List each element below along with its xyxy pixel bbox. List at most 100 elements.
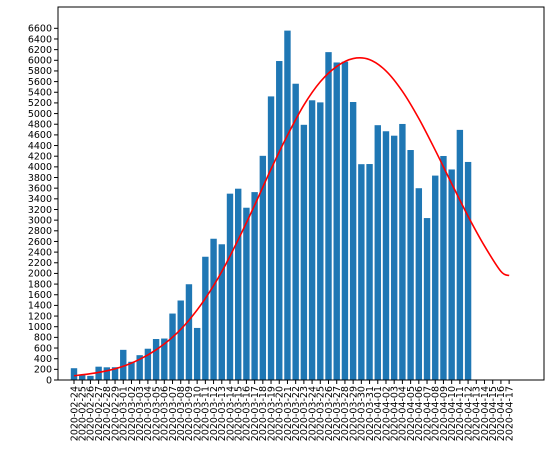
x-tick-label-2020-03-14: 2020-03-14 (225, 386, 236, 441)
y-tick-label-5600: 5600 (28, 77, 52, 88)
bar-2020-03-03 (136, 355, 143, 380)
bar-2020-03-28 (341, 61, 349, 381)
x-tick-label-2020-03-10: 2020-03-10 (192, 386, 203, 441)
x-tick-label-2020-04-10: 2020-04-10 (447, 386, 458, 441)
bar-2020-03-08 (177, 300, 184, 380)
x-tick-label-2020-03-01: 2020-03-01 (119, 386, 130, 441)
bar-2020-03-15 (235, 188, 242, 380)
x-tick-label-2020-04-06: 2020-04-06 (414, 386, 425, 441)
x-tick-label-2020-02-24: 2020-02-24 (69, 386, 80, 441)
x-tick-label-2020-02-27: 2020-02-27 (94, 386, 105, 441)
x-tick-label-2020-04-11: 2020-04-11 (455, 386, 466, 441)
y-tick-label-4800: 4800 (28, 120, 52, 131)
bar-2020-04-02 (382, 131, 390, 380)
y-tick-label-1000: 1000 (28, 322, 52, 333)
y-tick-label-5800: 5800 (28, 66, 52, 77)
bar-2020-03-13 (218, 244, 225, 380)
bar-2020-03-07 (169, 313, 176, 380)
bar-2020-04-01 (374, 125, 381, 380)
y-tick-label-600: 600 (34, 343, 52, 354)
bar-2020-02-28 (103, 367, 111, 380)
bar-2020-04-10 (448, 169, 455, 380)
bar-2020-04-09 (440, 155, 447, 380)
fit-curve-line (73, 57, 510, 377)
bar-2020-03-30 (358, 164, 365, 380)
bar-2020-03-11 (202, 256, 209, 380)
y-tick-label-3400: 3400 (28, 194, 52, 205)
x-tick-label-2020-02-25: 2020-02-25 (78, 386, 89, 441)
bar-2020-03-19 (267, 96, 275, 380)
x-tick-label-2020-04-07: 2020-04-07 (422, 386, 433, 441)
y-tick-label-1600: 1600 (28, 290, 52, 301)
bar-2020-03-27 (333, 62, 340, 380)
y-tick-label-1800: 1800 (28, 279, 52, 290)
bar-2020-03-09 (185, 284, 193, 380)
y-tick-label-800: 800 (34, 333, 52, 344)
y-tick-label-2800: 2800 (28, 226, 52, 237)
x-tick-label-2020-03-02: 2020-03-02 (127, 386, 138, 441)
y-tick-label-0: 0 (46, 375, 52, 386)
y-tick-label-5200: 5200 (28, 98, 52, 109)
bar-2020-03-04 (144, 348, 152, 380)
bar-2020-03-25 (317, 102, 324, 380)
x-tick-label-2020-04-03: 2020-04-03 (389, 386, 400, 441)
y-tick-label-6000: 6000 (28, 56, 52, 67)
y-tick-label-2200: 2200 (28, 258, 52, 269)
bar-2020-03-23 (300, 124, 308, 380)
x-tick-label-2020-03-17: 2020-03-17 (250, 386, 261, 441)
y-tick-label-3000: 3000 (28, 215, 52, 226)
y-tick-label-5400: 5400 (28, 88, 52, 99)
x-tick-label-2020-03-25: 2020-03-25 (316, 386, 327, 441)
y-tick-label-1200: 1200 (28, 311, 52, 322)
y-tick-label-6200: 6200 (28, 45, 52, 56)
bar-2020-03-05 (152, 339, 160, 380)
bar-series (70, 30, 472, 381)
bar-2020-02-24 (70, 368, 78, 380)
x-tick-label-2020-03-12: 2020-03-12 (209, 386, 220, 441)
x-tick-label-2020-03-22: 2020-03-22 (291, 386, 302, 441)
x-tick-label-2020-03-21: 2020-03-21 (283, 386, 294, 441)
x-tick-label-2020-04-08: 2020-04-08 (431, 386, 442, 441)
x-tick-label-2020-04-09: 2020-04-09 (439, 386, 450, 441)
bar-2020-04-05 (407, 150, 414, 380)
bar-2020-03-21 (284, 30, 291, 381)
x-axis: 2020-02-242020-02-252020-02-262020-02-27… (69, 380, 515, 441)
x-tick-label-2020-03-18: 2020-03-18 (258, 386, 269, 441)
bar-2020-03-29 (349, 102, 357, 380)
y-tick-label-3800: 3800 (28, 173, 52, 184)
x-tick-label-2020-03-07: 2020-03-07 (168, 386, 179, 441)
bar-2020-02-26 (87, 375, 94, 380)
bar-2020-03-31 (366, 164, 373, 380)
y-tick-label-4000: 4000 (28, 162, 52, 173)
x-tick-label-2020-04-04: 2020-04-04 (398, 386, 409, 441)
x-tick-label-2020-03-11: 2020-03-11 (201, 386, 212, 441)
bar-2020-04-07 (423, 218, 431, 380)
bar-2020-03-10 (193, 327, 201, 380)
y-tick-label-2400: 2400 (28, 247, 52, 258)
x-tick-label-2020-03-19: 2020-03-19 (266, 386, 277, 441)
x-tick-label-2020-03-15: 2020-03-15 (234, 386, 245, 441)
y-tick-label-400: 400 (34, 354, 52, 365)
x-tick-label-2020-04-02: 2020-04-02 (381, 386, 392, 441)
y-tick-label-6400: 6400 (28, 34, 52, 45)
x-tick-label-2020-03-24: 2020-03-24 (307, 386, 318, 441)
x-tick-label-2020-03-03: 2020-03-03 (135, 386, 146, 441)
x-tick-label-2020-03-30: 2020-03-30 (357, 386, 368, 441)
y-tick-label-200: 200 (34, 365, 52, 376)
x-tick-label-2020-03-28: 2020-03-28 (340, 386, 351, 441)
x-tick-label-2020-04-16: 2020-04-16 (496, 386, 507, 441)
x-tick-label-2020-04-01: 2020-04-01 (373, 386, 384, 441)
bar-2020-03-26 (325, 52, 332, 380)
x-tick-label-2020-03-04: 2020-03-04 (143, 386, 154, 441)
plot-frame (57, 6, 545, 381)
bar-2020-02-27 (95, 366, 102, 380)
x-tick-label-2020-04-15: 2020-04-15 (488, 386, 499, 441)
y-tick-label-4400: 4400 (28, 141, 52, 152)
x-tick-label-2020-03-13: 2020-03-13 (217, 386, 228, 441)
bar-2020-03-06 (161, 338, 168, 380)
x-tick-label-2020-03-05: 2020-03-05 (151, 386, 162, 441)
x-tick-label-2020-03-06: 2020-03-06 (160, 386, 171, 441)
bar-2020-03-24 (308, 100, 316, 381)
y-tick-label-3600: 3600 (28, 183, 52, 194)
